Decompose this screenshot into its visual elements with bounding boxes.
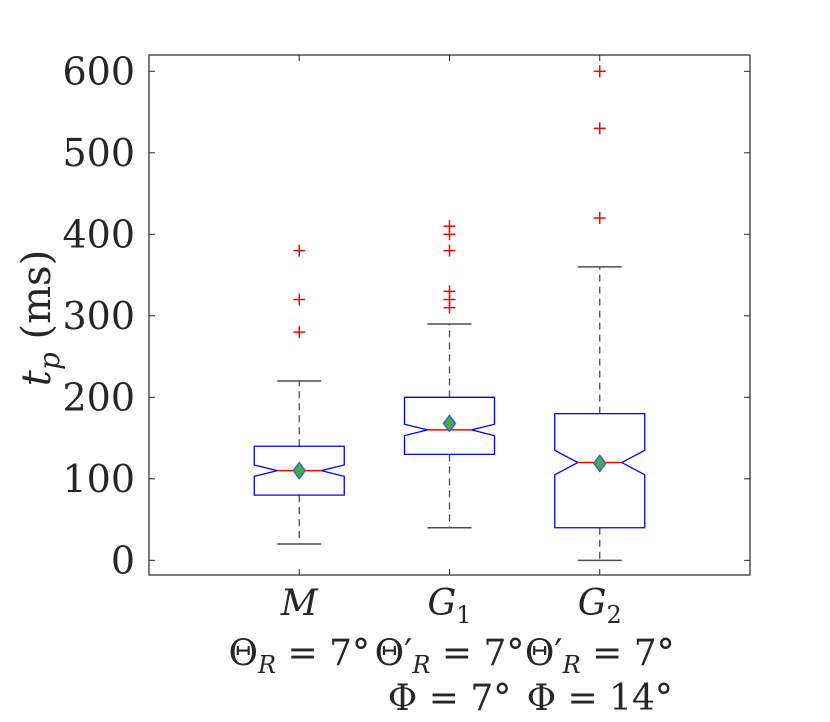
- mean-marker: [592, 454, 607, 473]
- category-name-sub: 2: [606, 601, 621, 629]
- y-tick-label: 300: [62, 294, 135, 338]
- y-axis-label-sub: p: [33, 352, 66, 370]
- outlier-point: [443, 244, 456, 257]
- param-symbol: Θ′: [525, 633, 563, 674]
- y-tick-label: 400: [62, 212, 135, 256]
- param-symbol: Θ: [228, 633, 258, 674]
- box-group-3: [554, 55, 646, 575]
- category-name-main: M: [280, 583, 319, 624]
- y-tick-label: 200: [62, 375, 135, 419]
- param-subscript: R: [257, 651, 276, 679]
- category-name-main: G: [578, 583, 607, 624]
- category-param-line1: Θ′R = 7°: [375, 633, 525, 679]
- notched-box: [403, 396, 496, 456]
- y-axis-label-main: t: [14, 369, 60, 386]
- category-param-line2: Φ = 14°: [527, 678, 673, 719]
- boxes: [253, 55, 646, 575]
- outlier-point: [593, 122, 606, 135]
- outlier-point: [593, 212, 606, 225]
- box-group-1: [253, 55, 345, 575]
- outlier-point: [443, 220, 456, 233]
- x-label-1: MΘR = 7°: [228, 583, 370, 679]
- y-axis-label: tp (ms): [14, 250, 66, 386]
- y-tick-label: 100: [62, 457, 135, 501]
- y-tick-label: 600: [62, 49, 135, 93]
- param-value: = 7°: [430, 633, 524, 674]
- x-label-3: G2Θ′R = 7°Φ = 14°: [525, 583, 675, 719]
- param-value: = 7°: [581, 633, 675, 674]
- category-param-line2: Φ = 7°: [388, 678, 511, 719]
- param-symbol: Θ′: [375, 633, 413, 674]
- category-name: G2: [578, 583, 622, 629]
- outlier-point: [443, 285, 456, 298]
- mean-marker: [292, 461, 307, 480]
- notched-box: [554, 412, 646, 529]
- outlier-point: [293, 293, 306, 306]
- category-name-sub: 1: [456, 601, 471, 629]
- param-value: = 7°: [276, 633, 370, 674]
- category-param-line1: ΘR = 7°: [228, 633, 370, 679]
- mean-marker: [442, 414, 457, 433]
- param-subscript: R: [562, 651, 581, 679]
- outlier-point: [293, 244, 306, 257]
- category-name-main: G: [427, 583, 456, 624]
- y-axis-ticks: 0 100 200 300 400 500 600: [62, 49, 750, 582]
- category-param-line1: Θ′R = 7°: [525, 633, 675, 679]
- y-tick-label: 500: [62, 131, 135, 175]
- box-group-2: [403, 55, 496, 575]
- x-label-2: G1Θ′R = 7°Φ = 7°: [375, 583, 525, 719]
- category-name: G1: [427, 583, 471, 629]
- y-axis-label-unit: (ms): [14, 250, 60, 352]
- param-subscript: R: [411, 651, 430, 679]
- outlier-point: [593, 65, 606, 78]
- x-axis-category-labels: MΘR = 7°G1Θ′R = 7°Φ = 7°G2Θ′R = 7°Φ = 14…: [228, 583, 674, 719]
- category-name: M: [280, 583, 319, 624]
- outlier-point: [293, 326, 306, 339]
- notched-box: [253, 445, 345, 496]
- y-tick-label: 0: [111, 538, 135, 582]
